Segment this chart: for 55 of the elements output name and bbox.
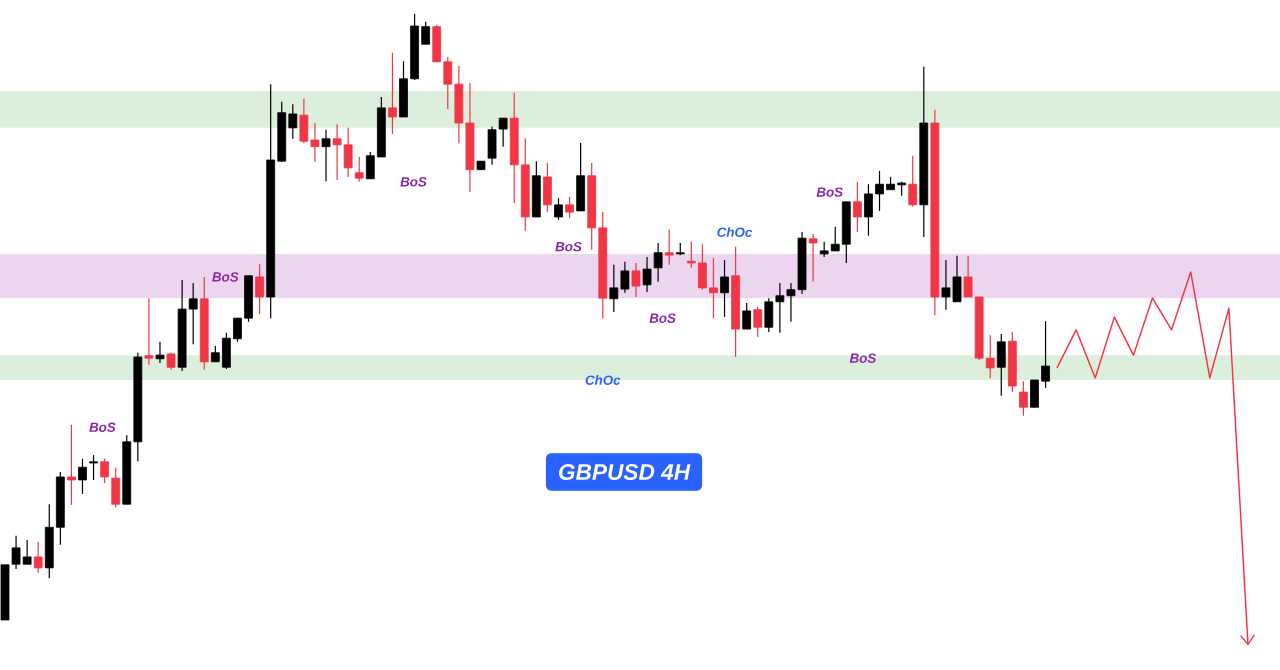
- candlestick: [255, 263, 264, 315]
- candlestick: [67, 424, 76, 506]
- candlestick: [609, 264, 619, 313]
- candlestick: [155, 341, 165, 364]
- candlestick: [963, 255, 973, 298]
- candlestick: [864, 183, 873, 237]
- candlestick: [78, 458, 87, 495]
- candlestick: [686, 240, 696, 269]
- candlestick: [720, 259, 729, 318]
- candlestick: [343, 127, 353, 178]
- candlestick: [631, 262, 641, 298]
- candlestick: [808, 233, 818, 283]
- candlestick: [388, 52, 397, 135]
- candlestick: [288, 103, 298, 140]
- candlestick: [321, 129, 331, 182]
- annotation: BoS: [816, 187, 843, 197]
- annotation: BoS: [849, 353, 877, 363]
- candlestick: [565, 196, 574, 219]
- candlestick: [498, 117, 508, 148]
- candlestick: [233, 317, 242, 343]
- candlestick: [22, 539, 32, 565]
- candlestick: [365, 151, 375, 180]
- candlestick: [554, 197, 563, 221]
- annotation: BoS: [89, 422, 116, 432]
- candlestick: [1041, 320, 1050, 389]
- candlestick: [709, 257, 718, 319]
- candlestick: [100, 458, 110, 484]
- candlestick: [753, 306, 763, 338]
- text: GBPUSD 4H: [559, 463, 691, 481]
- candlestick: [89, 454, 98, 481]
- annotation: BoS: [649, 313, 676, 323]
- annotation: BoS: [555, 241, 582, 252]
- annotation: ChOc: [717, 227, 753, 237]
- candlestick: [875, 170, 884, 212]
- candlestick: [908, 155, 918, 208]
- candlestick: [188, 282, 198, 345]
- candlestick: [664, 229, 674, 266]
- candlestick: [421, 21, 431, 45]
- annotation: BoS: [400, 177, 427, 187]
- candlestick: [11, 535, 21, 570]
- annotation: ChOc: [585, 375, 621, 385]
- candlestick: [33, 541, 43, 574]
- candlestick: [852, 181, 862, 233]
- candlestick: [620, 261, 630, 294]
- annotation: BoS: [212, 272, 239, 282]
- candlestick: [443, 56, 453, 110]
- candlestick: [1019, 380, 1028, 417]
- candlestick: [742, 302, 752, 330]
- candlestick: [332, 123, 342, 181]
- candlestick: [144, 297, 154, 366]
- candlestick: [830, 226, 840, 252]
- candlestick: [354, 156, 364, 183]
- candlestick: [642, 256, 652, 293]
- candlestick: [985, 334, 995, 379]
- candlestick: [653, 242, 663, 283]
